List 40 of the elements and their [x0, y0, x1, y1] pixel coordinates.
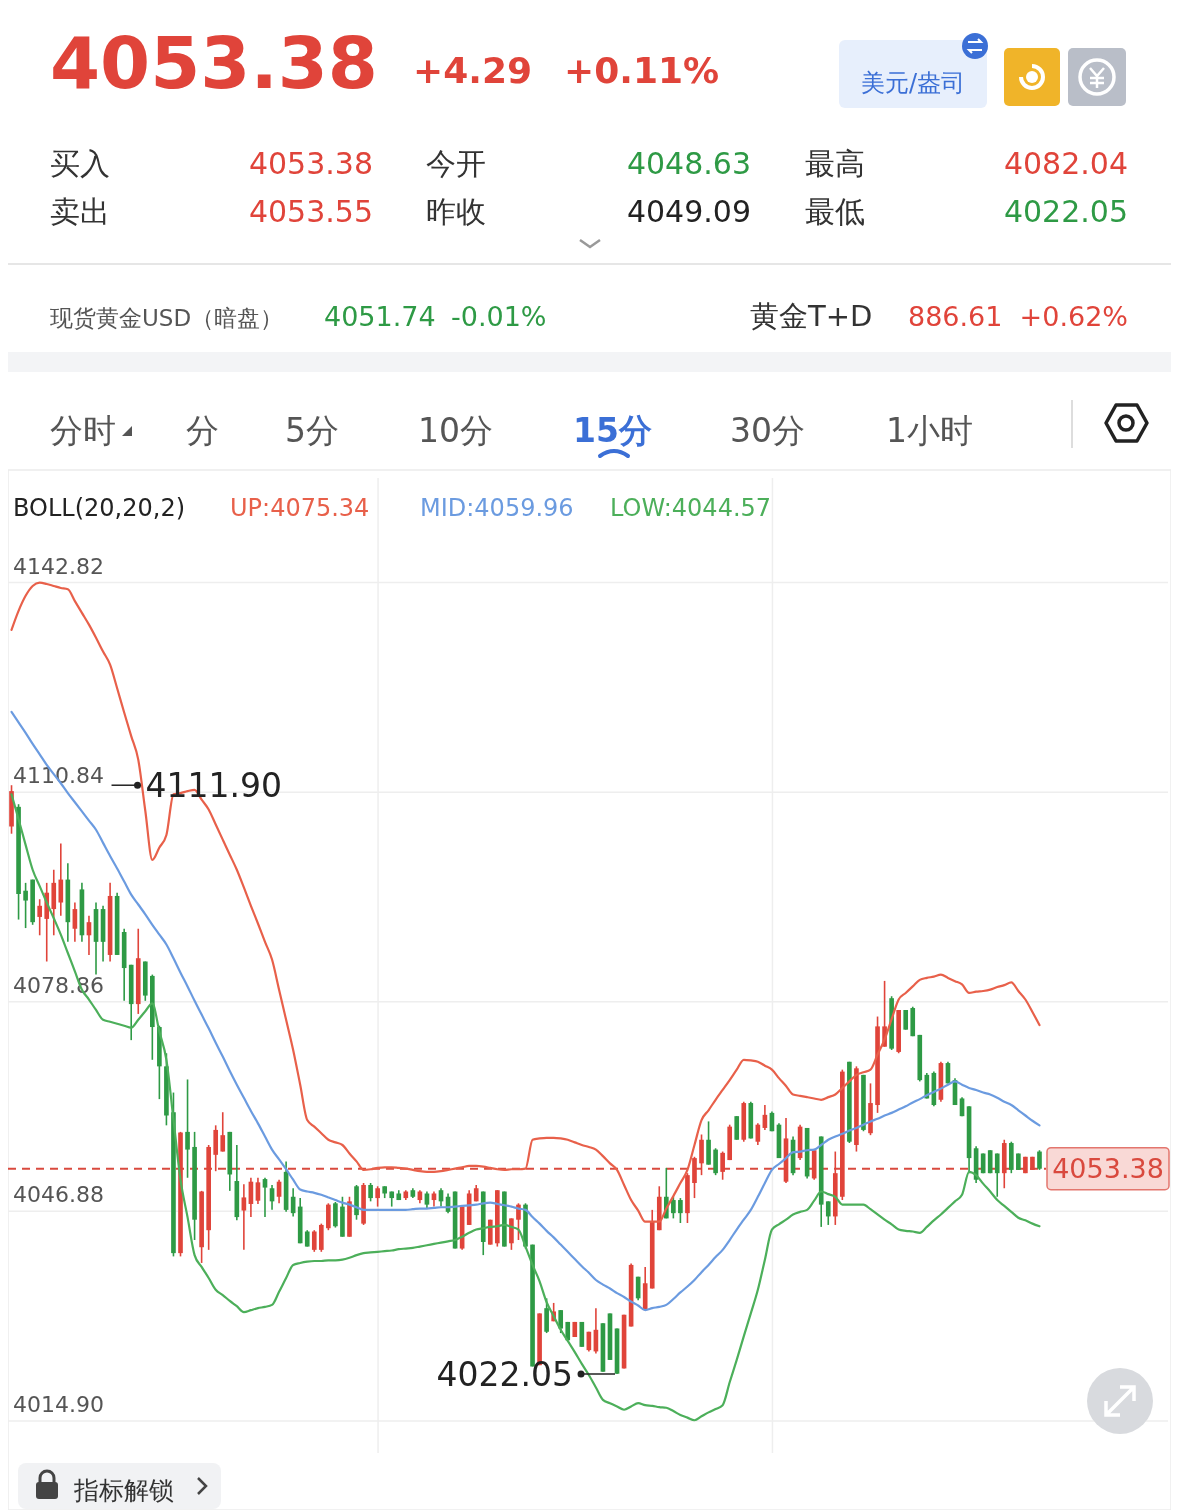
- text: 5分: [285, 411, 339, 450]
- text: 卖出: [50, 194, 110, 229]
- text: 4082.04: [1003, 146, 1128, 181]
- text: +4.29: [413, 50, 532, 91]
- text: MID:4059.96: [420, 494, 574, 522]
- text: +0.11%: [564, 50, 720, 91]
- legend-title: BOLL(20,20,2): [13, 494, 186, 522]
- text: 4049.09: [626, 194, 751, 229]
- text: 4053.55: [248, 194, 373, 229]
- text: 4022.05: [1003, 194, 1128, 229]
- annotation: 4022.05: [436, 1354, 574, 1394]
- text: 10分: [418, 411, 493, 450]
- text: +0.62%: [1019, 301, 1128, 332]
- text: LOW:4044.57: [610, 494, 772, 522]
- text: 1小时: [886, 411, 973, 450]
- text: -0.01%: [451, 301, 547, 332]
- text: 30分: [730, 411, 805, 450]
- text: 15分: [573, 411, 652, 450]
- text: 美元/盎司: [860, 69, 966, 97]
- text: 4048.63: [626, 146, 751, 181]
- ref-line-label: 4053.38: [1052, 1153, 1164, 1185]
- annotation: 4111.90: [145, 765, 282, 805]
- text: 黄金T+D: [750, 299, 873, 333]
- y-tick-label: 4014.90: [13, 1391, 104, 1417]
- text: 4053.38: [50, 21, 378, 105]
- text: 886.61: [908, 301, 1003, 332]
- text: 分: [186, 411, 219, 450]
- y-tick-label: 4046.88: [13, 1182, 104, 1208]
- text: 4051.74: [324, 301, 436, 332]
- text: UP:4075.34: [230, 494, 370, 522]
- text: 最高: [805, 146, 865, 181]
- text: 买入: [50, 146, 110, 181]
- text: 指标解锁: [73, 1476, 174, 1505]
- text: 最低: [805, 194, 865, 229]
- chart-title: 4053.38: [248, 146, 373, 181]
- text: 现货黄金USD（暗盘）: [50, 305, 284, 331]
- y-tick-label: 4142.82: [13, 553, 104, 579]
- text: 分时: [50, 411, 116, 450]
- text: 今开: [426, 146, 486, 181]
- text: 昨收: [426, 194, 486, 229]
